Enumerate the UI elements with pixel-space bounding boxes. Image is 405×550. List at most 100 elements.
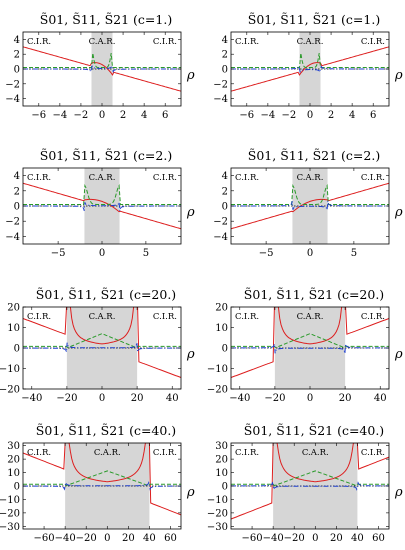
region-label-left: C.I.R. xyxy=(235,37,259,47)
panel-title: S̃01, S̃11, S̃21 (c=1.) xyxy=(40,12,172,27)
chart-panel-5: C.I.R. C.A.R. C.I.R.−40 −20 0 20 40−20−1001020… xyxy=(0,287,195,404)
x-tick-label: 40 xyxy=(143,533,156,544)
y-tick-label: −10 xyxy=(0,364,20,375)
y-tick-label: 0 xyxy=(14,202,20,213)
x-tick-label: 5 xyxy=(143,248,149,259)
chart-panel-1: C.I.R. C.A.R. C.I.R. −6 −4 −2 0 2 4 6 −4 −2 0 2 4 ρ S̃01… xyxy=(5,12,195,121)
y-tick-label: −20 xyxy=(0,385,20,396)
panel-title: S̃01, S̃11, S̃21 (c=20.) xyxy=(244,287,384,302)
x-tick-label: 2 xyxy=(328,110,334,121)
panel-title: S̃01, S̃11, S̃21 (c=40.) xyxy=(244,423,384,438)
region-label-left: C.I.R. xyxy=(27,37,51,47)
region-label-center: C.A.R. xyxy=(302,448,329,458)
x-tick-label: 0 xyxy=(99,248,105,259)
x-tick-label: −20 xyxy=(264,393,285,404)
y-tick-label: 2 xyxy=(14,186,20,197)
y-tick-label: 10 xyxy=(7,323,20,334)
x-tick-label: −5 xyxy=(259,248,274,259)
x-tick-label: 6 xyxy=(370,110,376,121)
x-axis-label: ρ xyxy=(394,68,403,83)
y-tick-label: −4 xyxy=(213,94,228,105)
region-label-center: C.A.R. xyxy=(297,173,324,183)
y-tick-label: 4 xyxy=(222,35,228,46)
region-label-center: C.A.R. xyxy=(94,448,121,458)
y-tick-label: 30 xyxy=(215,441,228,452)
y-tick-label: −20 xyxy=(207,385,228,396)
region-label-left: C.I.R. xyxy=(235,312,259,322)
region-label-right: C.I.R. xyxy=(361,448,385,458)
y-tick-label: 10 xyxy=(215,468,228,479)
y-tick-label: 2 xyxy=(14,50,20,61)
y-tick-label: 20 xyxy=(7,455,20,466)
x-tick-label: −20 xyxy=(76,533,97,544)
region-label-center: C.A.R. xyxy=(297,37,324,47)
y-tick-label: 20 xyxy=(215,303,228,314)
x-tick-label: 2 xyxy=(120,110,126,121)
panel-title: S̃01, S̃11, S̃21 (c=20.) xyxy=(36,287,176,302)
x-tick-label: 0 xyxy=(312,533,318,544)
x-axis-label: ρ xyxy=(394,205,403,220)
region-label-right: C.I.R. xyxy=(361,37,385,47)
x-tick-label: 0 xyxy=(307,393,313,404)
y-tick-label: 2 xyxy=(222,186,228,197)
x-tick-label: −6 xyxy=(31,110,46,121)
region-label-right: C.I.R. xyxy=(153,312,177,322)
region-label-left: C.I.R. xyxy=(27,448,51,458)
y-tick-label: −20 xyxy=(0,508,20,519)
y-tick-label: 20 xyxy=(215,455,228,466)
y-tick-label: 30 xyxy=(7,441,20,452)
y-tick-label: −2 xyxy=(213,217,228,228)
x-tick-label: −5 xyxy=(51,248,66,259)
y-tick-label: 20 xyxy=(7,303,20,314)
region-label-right: C.I.R. xyxy=(153,448,177,458)
panel-title: S̃01, S̃11, S̃21 (c=2.) xyxy=(248,148,380,163)
region-label-left: C.I.R. xyxy=(235,173,259,183)
x-tick-label: 20 xyxy=(131,393,144,404)
x-tick-label: 20 xyxy=(330,533,343,544)
x-tick-label: 0 xyxy=(99,393,105,404)
chart-panel-3: C.I.R. C.A.R. C.I.R. −5 0 5 −4 −2 0 2 4 ρ S̃01, S̃11… xyxy=(5,148,195,259)
x-tick-label: 40 xyxy=(166,393,179,404)
y-tick-label: −10 xyxy=(0,495,20,506)
x-tick-label: −2 xyxy=(74,110,89,121)
y-tick-label: −20 xyxy=(207,508,228,519)
y-tick-label: 4 xyxy=(222,171,228,182)
y-tick-label: 0 xyxy=(222,482,228,493)
x-tick-label: 40 xyxy=(351,533,364,544)
y-tick-label: −4 xyxy=(213,232,228,243)
y-tick-label: 0 xyxy=(222,65,228,76)
panel-title: S̃01, S̃11, S̃21 (c=40.) xyxy=(36,423,176,438)
x-tick-label: 4 xyxy=(349,110,355,121)
y-tick-label: 0 xyxy=(222,344,228,355)
y-tick-label: 0 xyxy=(14,65,20,76)
chart-panel-7: C.I.R. C.A.R. C.I.R.−60 −40 −20 0 20 40 60−30−20… xyxy=(0,423,195,544)
x-tick-label: 5 xyxy=(351,248,357,259)
x-tick-label: −60 xyxy=(34,533,55,544)
y-tick-label: 0 xyxy=(14,482,20,493)
chart-panel-6: C.I.R. C.A.R. C.I.R.−40 −20 0 20 40−20−1001020… xyxy=(207,287,403,404)
x-tick-label: 60 xyxy=(372,533,385,544)
x-axis-label: ρ xyxy=(186,347,195,362)
region-label-right: C.I.R. xyxy=(153,37,177,47)
chart-panel-4: C.I.R. C.A.R. C.I.R. −5 0 5 −4 −2 0 2 4 ρ S̃01, S̃11… xyxy=(213,148,403,259)
x-tick-label: 0 xyxy=(307,248,313,259)
x-tick-label: 0 xyxy=(104,533,110,544)
x-tick-label: 20 xyxy=(339,393,352,404)
y-tick-label: 10 xyxy=(7,468,20,479)
x-tick-label: −4 xyxy=(52,110,67,121)
y-tick-label: 2 xyxy=(222,50,228,61)
chart-panel-2: C.I.R. C.A.R. C.I.R.−6 −4 −2 0 2 4 6−4−2024ρS̃01… xyxy=(213,12,403,121)
y-tick-label: −4 xyxy=(5,232,20,243)
y-tick-label: −2 xyxy=(5,79,20,90)
x-tick-label: −60 xyxy=(242,533,263,544)
panel-title: S̃01, S̃11, S̃21 (c=2.) xyxy=(40,148,172,163)
x-tick-label: −40 xyxy=(229,393,250,404)
y-tick-label: −10 xyxy=(207,364,228,375)
region-label-center: C.A.R. xyxy=(89,312,116,322)
region-label-right: C.I.R. xyxy=(361,173,385,183)
x-tick-label: −20 xyxy=(56,393,77,404)
y-tick-label: −2 xyxy=(5,217,20,228)
region-label-center: C.A.R. xyxy=(89,173,116,183)
x-tick-label: −6 xyxy=(239,110,254,121)
